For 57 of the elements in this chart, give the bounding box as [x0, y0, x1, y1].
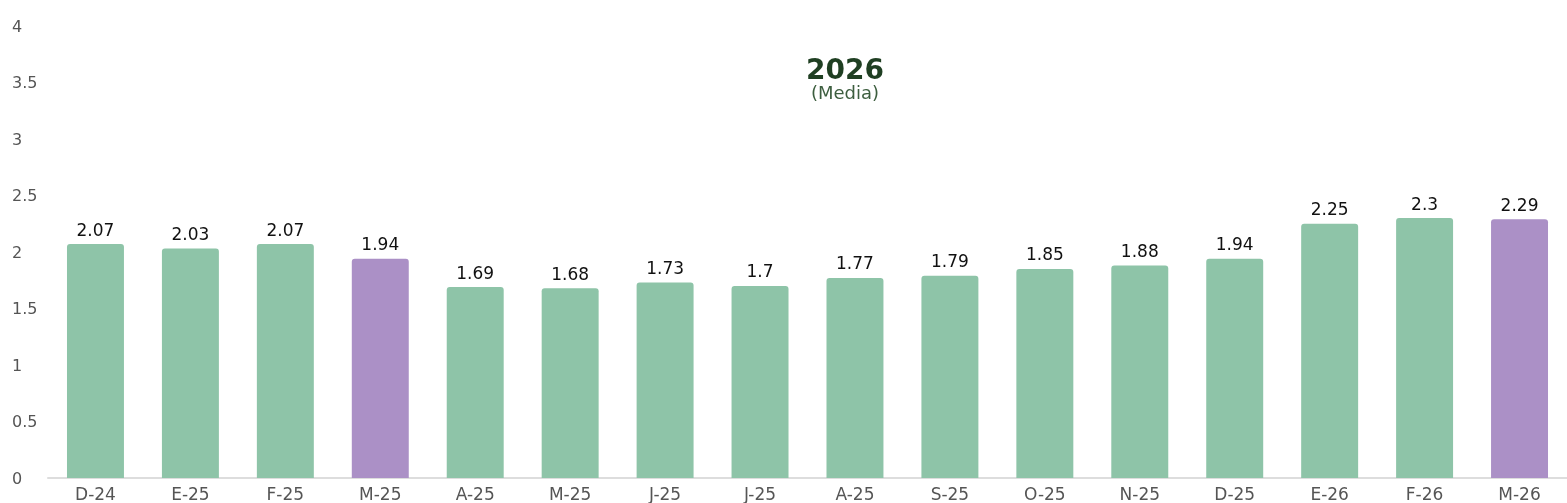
data-label: 1.73: [646, 258, 685, 279]
bar: [1491, 219, 1549, 478]
bar: [826, 277, 884, 478]
y-tick-label: 2.5: [12, 186, 38, 205]
x-tick-label: D-24: [75, 483, 116, 503]
data-label: 2.03: [171, 224, 210, 245]
x-tick-label: A-25: [835, 483, 875, 503]
x-tick-label: O-25: [1024, 483, 1066, 503]
data-label: 1.69: [456, 262, 495, 283]
data-label: 2.29: [1500, 194, 1539, 215]
x-tick-label: S-25: [930, 483, 970, 503]
y-tick-label: 3.5: [12, 73, 38, 92]
data-label: 2.07: [266, 219, 305, 240]
data-label: 1.88: [1120, 241, 1159, 262]
x-tick-label: N-25: [1119, 483, 1161, 503]
bar: [1016, 268, 1074, 478]
data-label: 1.68: [551, 263, 590, 284]
y-tick-label: 3: [12, 129, 23, 149]
data-label: 1.94: [1215, 234, 1254, 255]
x-tick-label: M-25: [548, 483, 592, 503]
data-label: 1.7: [746, 261, 774, 282]
x-tick-label: D-25: [1214, 483, 1256, 503]
y-tick-label: 2: [12, 242, 23, 262]
x-tick-label: J-25: [648, 483, 682, 503]
bar: [541, 288, 599, 478]
bar: [256, 244, 314, 478]
x-tick-label: E-26: [1310, 483, 1349, 503]
y-tick-label: 0.5: [12, 412, 38, 431]
bar: [66, 244, 124, 478]
bar: [1111, 265, 1169, 478]
data-label: 2.3: [1411, 193, 1439, 214]
bar: [636, 282, 694, 478]
data-label: 1.79: [930, 251, 969, 272]
bar: [446, 287, 504, 478]
data-label: 1.85: [1025, 244, 1064, 265]
data-label: 1.77: [836, 253, 874, 274]
x-tick-label: E-25: [171, 483, 210, 503]
bar: [1396, 218, 1454, 478]
data-label: 2.07: [76, 219, 115, 240]
x-tick-label: A-25: [455, 483, 495, 503]
bar: [351, 258, 409, 478]
data-label: 2.25: [1310, 199, 1349, 220]
bar: [161, 248, 219, 478]
x-tick-label: F-26: [1405, 483, 1444, 503]
x-tick-label: M-26: [1498, 483, 1541, 503]
x-tick-label: J-25: [742, 483, 777, 503]
bar: [1206, 258, 1264, 478]
x-tick-label: M-25: [359, 483, 402, 503]
data-label: 1.94: [361, 234, 400, 255]
bar: [921, 275, 979, 478]
x-tick-label: F-25: [266, 483, 305, 503]
y-tick-label: 1: [12, 355, 23, 375]
y-tick-label: 0: [12, 468, 23, 488]
bar: [1301, 223, 1359, 478]
y-tick-label: 1.5: [12, 299, 38, 318]
bar: [731, 285, 789, 478]
y-tick-label: 4: [12, 16, 23, 36]
